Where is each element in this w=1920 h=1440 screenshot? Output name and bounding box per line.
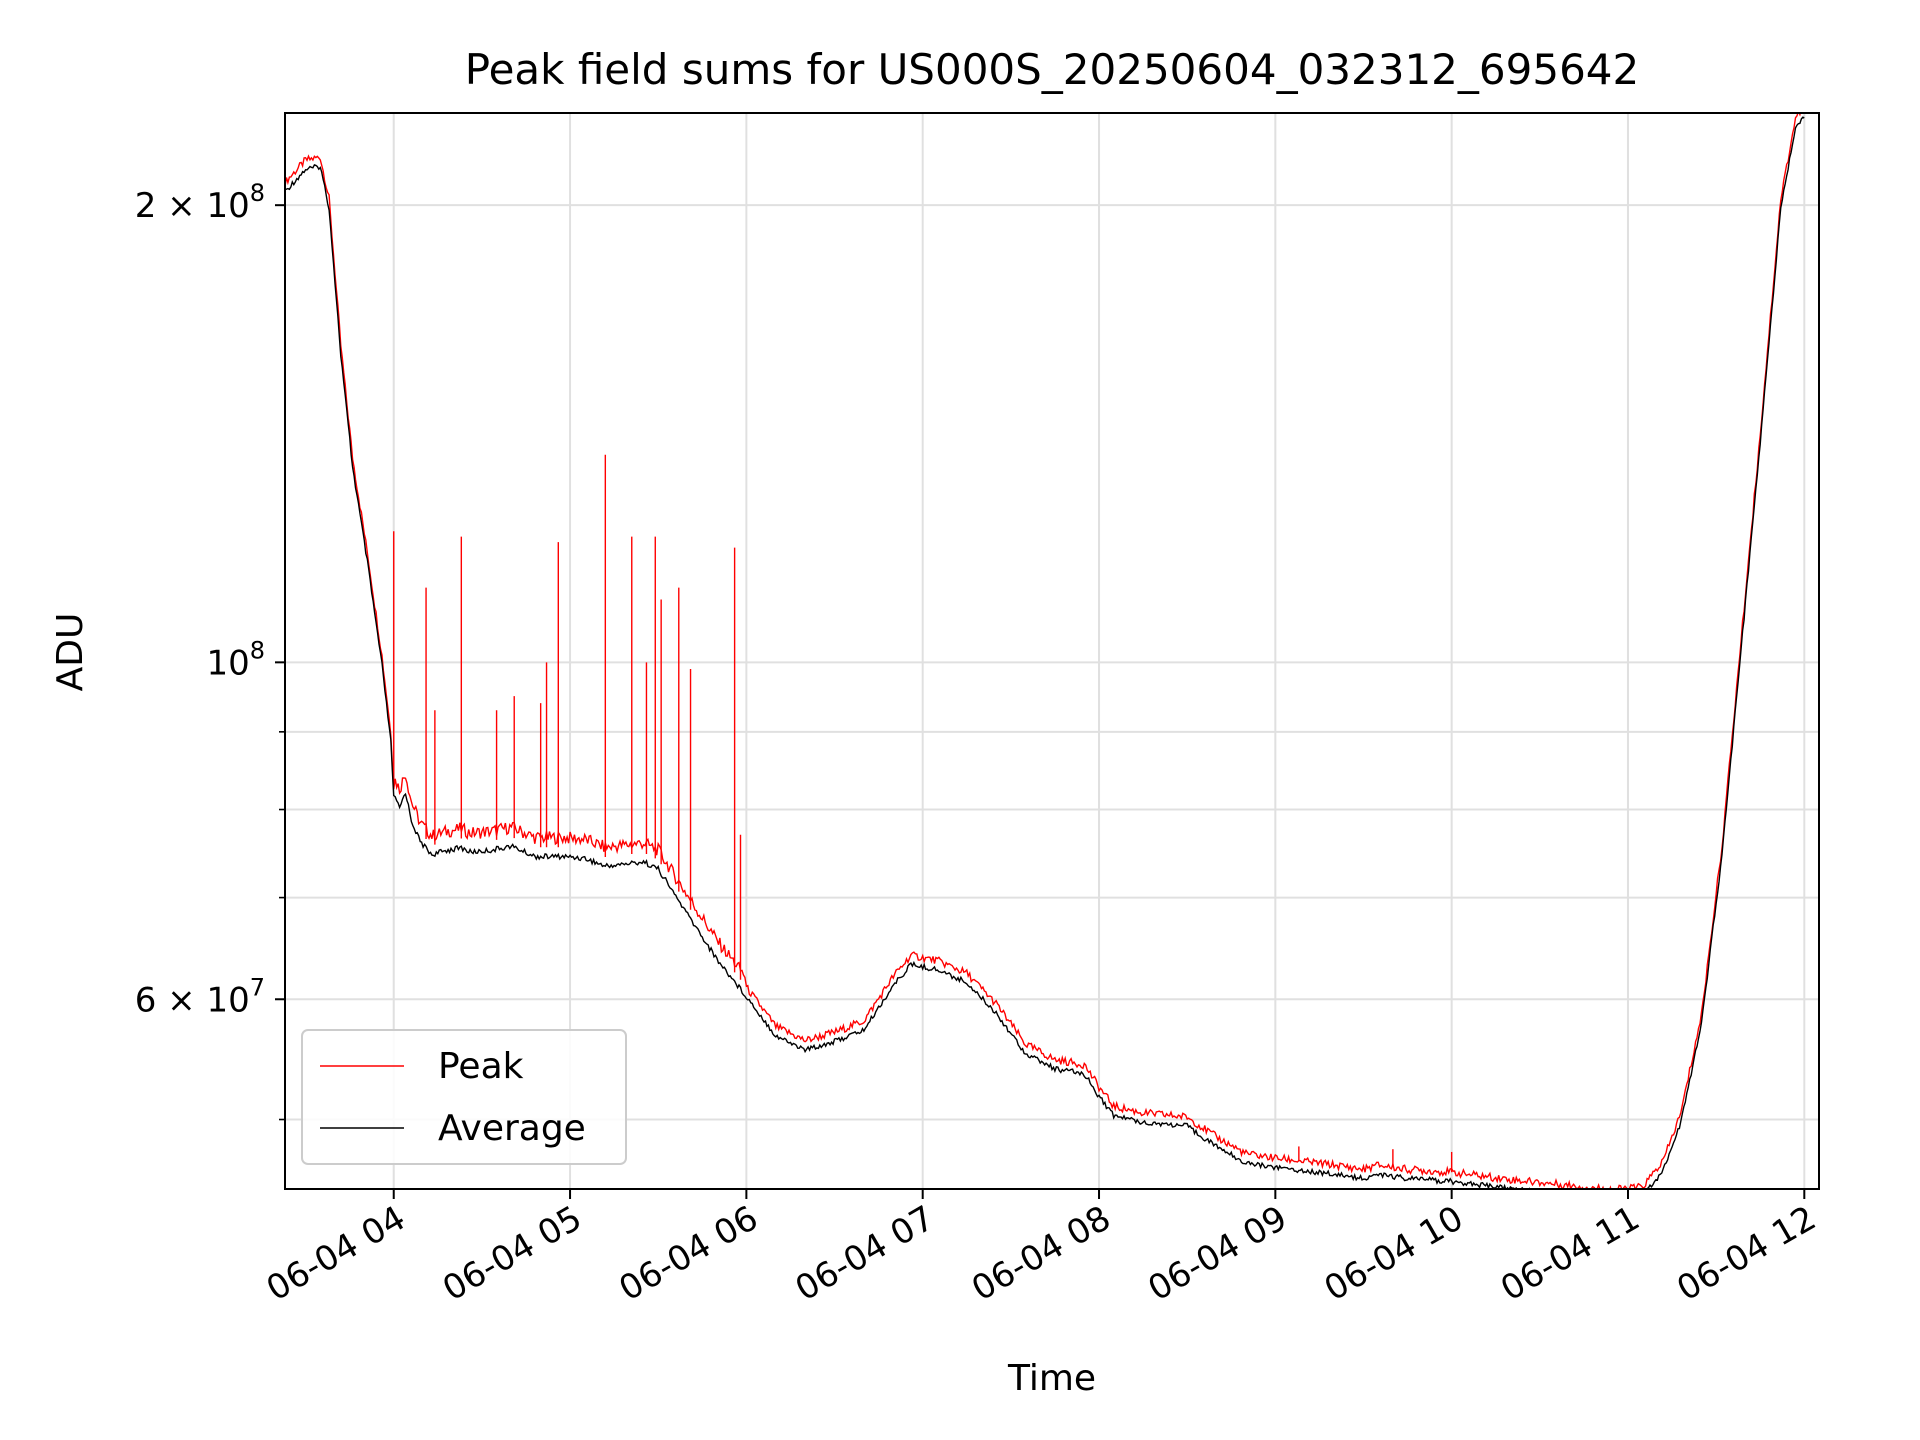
- series-layer: [285, 113, 1805, 1189]
- y-axis: 6 × 107 108 2 × 108: [135, 179, 285, 1121]
- plot-frame: [284, 112, 1820, 1190]
- y-tick-label: 2 × 108: [135, 179, 265, 226]
- grid: [285, 113, 1819, 1189]
- legend: Peak Average: [301, 1029, 627, 1165]
- series-peak-line: [285, 113, 1802, 1189]
- legend-average-label: Average: [438, 1108, 586, 1149]
- y-axis-title: ADU: [50, 613, 91, 692]
- x-axis-title: Time: [1007, 1358, 1096, 1399]
- legend-box: [301, 1029, 627, 1165]
- y-tick-label: 6 × 107: [135, 973, 265, 1020]
- series-average-line: [285, 116, 1805, 1189]
- chart-title: Peak field sums for US000S_20250604_0323…: [465, 45, 1639, 94]
- legend-peak-label: Peak: [438, 1046, 524, 1087]
- y-tick-label: 108: [206, 636, 265, 683]
